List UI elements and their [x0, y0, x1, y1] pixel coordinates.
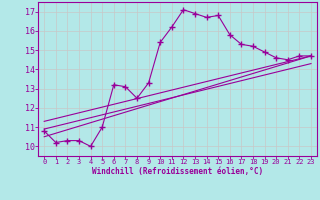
X-axis label: Windchill (Refroidissement éolien,°C): Windchill (Refroidissement éolien,°C): [92, 167, 263, 176]
